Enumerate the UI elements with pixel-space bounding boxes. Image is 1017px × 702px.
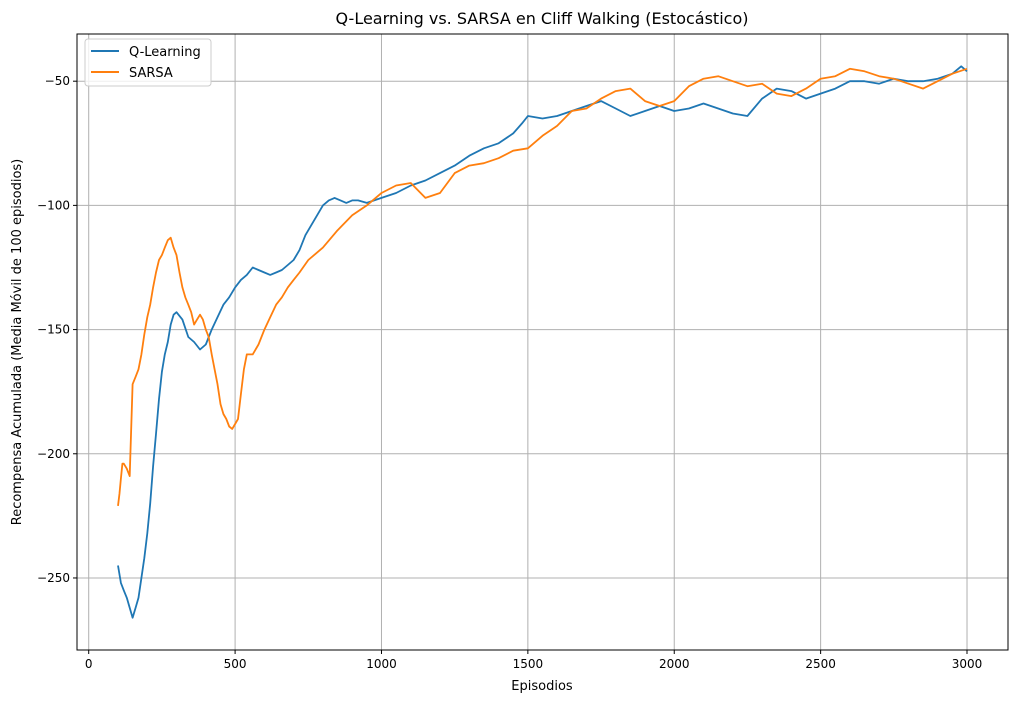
y-tick-label: −200 bbox=[37, 447, 70, 461]
legend-label-q-learning: Q-Learning bbox=[129, 45, 201, 60]
chart-title: Q-Learning vs. SARSA en Cliff Walking (E… bbox=[336, 9, 749, 28]
x-axis-ticks: 0 500 1000 1500 2000 2500 3000 bbox=[85, 650, 982, 671]
x-axis-label: Episodios bbox=[511, 679, 573, 694]
y-tick-label: −100 bbox=[37, 198, 70, 212]
legend: Q-Learning SARSA bbox=[84, 38, 212, 87]
legend-label-sarsa: SARSA bbox=[129, 66, 173, 81]
y-tick-label: −250 bbox=[37, 571, 70, 585]
y-axis-ticks: −250 −200 −150 −100 −50 bbox=[37, 74, 77, 585]
x-tick-label: 1000 bbox=[366, 657, 397, 671]
x-tick-label: 3000 bbox=[952, 657, 983, 671]
x-tick-label: 2000 bbox=[659, 657, 690, 671]
series-line-q-learning bbox=[117, 65, 968, 619]
grid-lines bbox=[77, 34, 1008, 650]
x-tick-label: 0 bbox=[85, 657, 93, 671]
series-lines bbox=[117, 65, 968, 619]
y-tick-label: −50 bbox=[45, 74, 70, 88]
x-tick-label: 500 bbox=[224, 657, 247, 671]
y-tick-label: −150 bbox=[37, 323, 70, 337]
series-line-sarsa bbox=[117, 67, 968, 507]
y-axis-label: Recompensa Acumulada (Media Móvil de 100… bbox=[10, 159, 25, 526]
x-tick-label: 2500 bbox=[805, 657, 836, 671]
plot-frame bbox=[76, 33, 1009, 651]
x-tick-label: 1500 bbox=[513, 657, 544, 671]
